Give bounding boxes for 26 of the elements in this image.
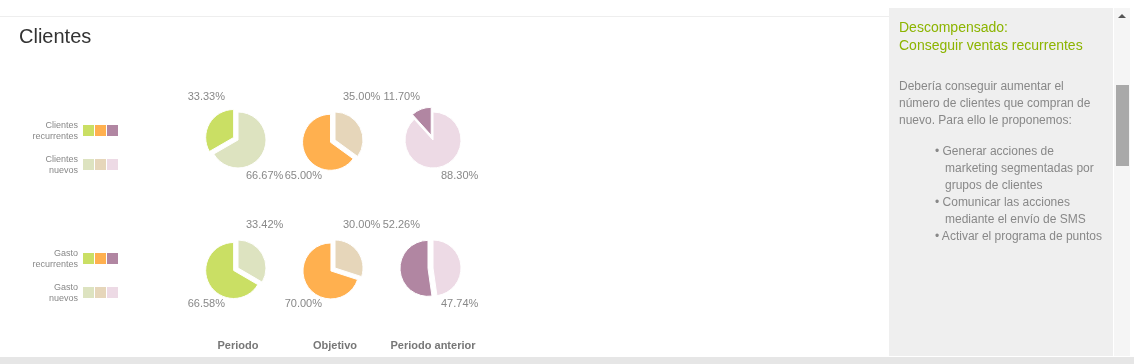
text: Periodo anterior [390,339,477,351]
data-label: 33.42% [246,218,284,230]
legend-label: Clientes nuevos [45,154,79,175]
data-label: 35.00% [343,90,381,102]
text: Periodo [217,339,259,351]
text: Objetivo [312,339,358,351]
text: • Generar acciones de marketing segmentadas por grupos de clientes [934,143,1095,194]
legend-label: Gasto recurrentes [32,248,79,269]
data-label: 33.33% [187,90,226,102]
data-label: 65.00% [284,169,323,181]
text: • Activar el programa de puntos [934,228,1103,245]
data-label: 70.00% [284,297,323,309]
text: Conseguir ventas recurrentes [899,36,1084,54]
data-label: 66.58% [187,297,226,309]
chart-title: Clientes [19,25,92,47]
data-label: 52.26% [382,218,421,230]
data-label: 47.74% [441,297,479,309]
legend-label: Gasto nuevos [48,282,79,303]
data-label: 30.00% [343,218,381,230]
text: • Comunicar las acciones mediante el envío de SMS [934,194,1087,228]
text: Descompensado: [899,18,1009,36]
data-label: 11.70% [383,90,421,102]
legend-label: Clientes recurrentes [32,120,79,141]
text: Debería conseguir aumentar el número de clientes que compran de nuevo. Para ello le proponemos: [899,78,1092,129]
data-label: 66.67% [246,169,284,181]
data-label: 88.30% [441,169,479,181]
